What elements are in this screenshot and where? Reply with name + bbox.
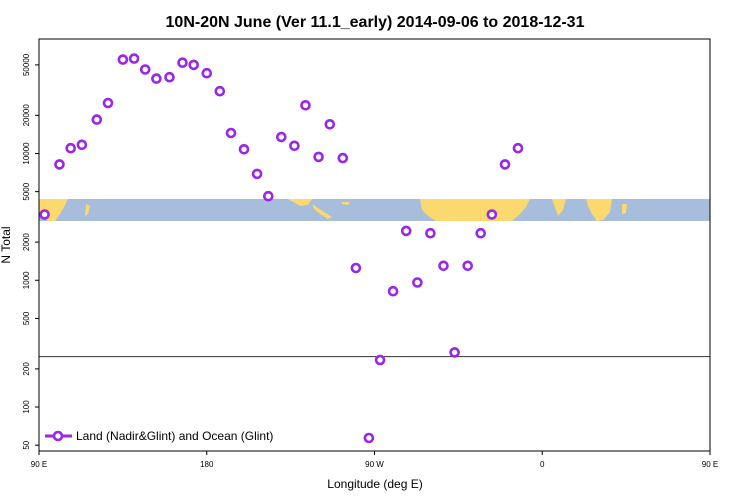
x-tick-label: 90 E	[702, 460, 718, 469]
data-point	[387, 285, 399, 297]
data-point	[300, 100, 311, 111]
y-tick-label: 1000	[22, 271, 31, 289]
data-point	[117, 54, 129, 65]
data-point	[91, 114, 103, 125]
land-mass-central-america	[288, 199, 312, 206]
x-tick-label: 0	[540, 460, 545, 469]
plot-frame	[38, 38, 711, 452]
data-point	[214, 85, 226, 97]
data-point	[363, 432, 375, 444]
data-point	[251, 168, 263, 180]
data-point	[289, 140, 300, 152]
data-point	[350, 262, 362, 274]
data-point	[102, 97, 114, 109]
x-tick-label: 180	[200, 460, 214, 469]
y-tick-label: 2000	[22, 233, 31, 251]
y-tick-label: 20000	[22, 104, 31, 127]
data-point	[337, 152, 349, 164]
land-mass-arabia	[552, 199, 566, 216]
data-point	[475, 227, 487, 239]
x-tick-label: 90 E	[31, 460, 47, 469]
data-point	[462, 260, 474, 272]
map-strip	[39, 199, 710, 221]
data-point	[54, 159, 65, 170]
legend-marker	[52, 430, 64, 442]
land-mass-caribbean	[342, 202, 350, 205]
data-point	[177, 57, 188, 69]
y-axis-label: N Total	[0, 226, 13, 263]
data-point	[449, 347, 460, 358]
data-point	[400, 225, 412, 237]
data-point	[324, 119, 336, 130]
data-point	[262, 190, 274, 202]
data-point	[512, 142, 524, 154]
data-point	[39, 209, 50, 220]
data-point	[65, 142, 76, 154]
y-tick-label: 50000	[22, 53, 31, 76]
y-tick-label: 5000	[22, 182, 31, 200]
data-point	[238, 144, 250, 155]
x-axis-label: Longitude (deg E)	[327, 477, 422, 491]
data-point	[201, 67, 213, 79]
land-mass-islands	[85, 204, 90, 216]
data-point	[225, 127, 237, 139]
data-point	[151, 73, 162, 84]
legend: Land (Nadir&Glint) and Ocean (Glint)	[45, 429, 273, 443]
data-point	[76, 139, 88, 151]
chart-title: 10N-20N June (Ver 11.1_early) 2014-09-06…	[166, 14, 585, 31]
data-point	[313, 151, 324, 163]
ocean-band	[39, 199, 710, 221]
y-tick-label: 200	[22, 362, 31, 376]
data-point	[412, 277, 423, 288]
y-tick-label: 500	[22, 311, 31, 325]
data-point	[275, 131, 287, 143]
data-point	[128, 53, 140, 64]
land-mass-india	[586, 199, 612, 221]
data-point	[374, 354, 386, 366]
y-tick-label: 50	[22, 440, 31, 449]
data-point	[486, 209, 498, 220]
land-mass-africa	[420, 199, 530, 221]
legend-label: Land (Nadir&Glint) and Ocean (Glint)	[76, 429, 273, 443]
data-point	[164, 71, 175, 83]
data-point	[188, 59, 199, 71]
y-axis: 50 100 200 500 1000 2000 5000 10000 20000 50000	[22, 53, 39, 450]
x-axis: 90 E 180 90 W 0 90 E	[31, 451, 718, 469]
plot-area	[39, 53, 710, 444]
land-mass-central-america-south	[312, 204, 332, 219]
data-points	[39, 53, 524, 444]
data-point	[438, 260, 449, 272]
x-tick-label: 90 W	[365, 460, 384, 469]
data-point	[139, 64, 151, 75]
y-tick-label: 100	[22, 400, 31, 414]
land-mass-southeast-asia	[622, 204, 627, 214]
y-tick-label: 10000	[22, 142, 31, 165]
data-point	[425, 227, 436, 239]
data-point	[499, 159, 511, 170]
